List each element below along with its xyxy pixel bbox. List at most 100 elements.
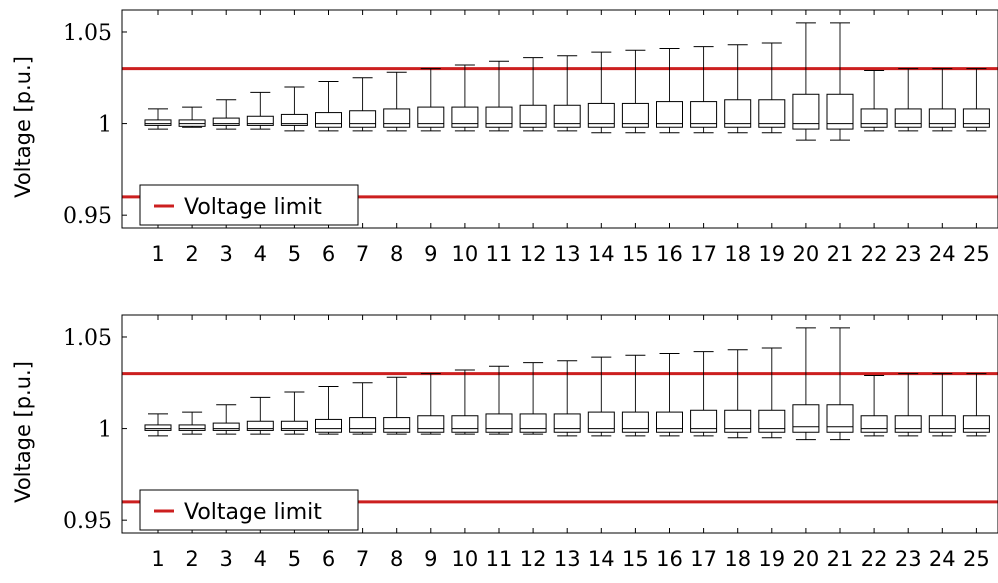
x-tick-label: 19 xyxy=(758,547,785,571)
box-14 xyxy=(587,51,615,134)
y-tick-label: 1 xyxy=(98,113,112,138)
x-tick-label: 18 xyxy=(724,547,751,571)
box-9 xyxy=(417,68,445,132)
box-2 xyxy=(178,106,206,128)
x-tick-label: 3 xyxy=(220,242,233,266)
top-boxplot-panel: 0.95 1 1.05 1 2 3 4 5 6 7 8 9 10 11 12 1… xyxy=(11,9,998,266)
y-tick-label: 1.05 xyxy=(63,21,112,46)
iqr-box xyxy=(519,413,547,433)
x-tick-label: 18 xyxy=(724,242,751,266)
box-17 xyxy=(690,351,718,437)
y-axis-label: Voltage [p.u.] xyxy=(11,56,35,198)
box-21 xyxy=(826,22,854,141)
box-20 xyxy=(792,327,820,441)
box-7 xyxy=(349,77,377,132)
axis-ticks xyxy=(122,10,977,228)
box-series xyxy=(144,327,990,441)
y-tick-label: 1 xyxy=(98,418,112,443)
iqr-box xyxy=(315,418,342,433)
box-12 xyxy=(519,57,547,132)
iqr-box xyxy=(417,106,445,128)
iqr-box xyxy=(315,112,342,128)
x-tick-label: 6 xyxy=(322,547,335,571)
box-11 xyxy=(485,365,513,435)
x-tick-label: 24 xyxy=(929,547,956,571)
box-1 xyxy=(144,413,172,437)
iqr-box xyxy=(656,101,683,128)
x-tick-label: 25 xyxy=(963,547,990,571)
x-tick-label: 12 xyxy=(520,242,547,266)
box-25 xyxy=(962,68,990,132)
x-tick-label: 6 xyxy=(322,242,335,266)
axes-frame xyxy=(121,314,998,534)
x-tick-label: 10 xyxy=(452,547,479,571)
iqr-box xyxy=(928,108,956,128)
x-tick-label: 24 xyxy=(929,242,956,266)
box-19 xyxy=(758,42,786,134)
iqr-box xyxy=(962,415,990,433)
y-tick-label: 1.05 xyxy=(63,326,112,351)
x-tick-label: 1 xyxy=(151,242,164,266)
iqr-box xyxy=(280,420,308,431)
box-series xyxy=(144,22,990,141)
iqr-box xyxy=(383,417,411,433)
iqr-box xyxy=(928,415,956,433)
iqr-box xyxy=(280,113,308,126)
iqr-box xyxy=(894,415,922,433)
y-tick-label: 0.95 xyxy=(63,204,112,229)
iqr-box xyxy=(144,424,172,431)
x-tick-label: 23 xyxy=(895,547,922,571)
box-14 xyxy=(587,356,615,437)
iqr-box xyxy=(451,106,479,128)
box-3 xyxy=(212,404,240,435)
iqr-box xyxy=(826,404,854,433)
x-tick-label: 9 xyxy=(424,547,437,571)
x-tick-label: 8 xyxy=(390,547,403,571)
legend-box xyxy=(139,184,359,226)
box-22 xyxy=(860,69,888,132)
box-7 xyxy=(349,382,377,435)
x-tick-label: 4 xyxy=(254,547,267,571)
iqr-box xyxy=(587,411,615,433)
x-tick-label: 25 xyxy=(963,242,990,266)
iqr-box xyxy=(246,115,274,126)
x-tick-label: 22 xyxy=(861,547,888,571)
legend-box xyxy=(139,489,359,531)
box-15 xyxy=(621,354,649,437)
box-6 xyxy=(315,80,342,132)
y-tick-label: 0.95 xyxy=(63,509,112,534)
iqr-box xyxy=(656,411,683,433)
iqr-box xyxy=(553,413,581,433)
box-5 xyxy=(280,391,308,435)
x-tick-label: 22 xyxy=(861,242,888,266)
x-tick-label: 17 xyxy=(690,242,717,266)
legend-label: Voltage limit xyxy=(184,500,322,525)
box-4 xyxy=(246,396,274,435)
x-tick-label: 15 xyxy=(622,242,649,266)
legend: Voltage limit xyxy=(139,184,359,226)
iqr-box xyxy=(178,424,206,431)
box-8 xyxy=(383,71,411,132)
x-tick-label: 2 xyxy=(185,547,198,571)
iqr-box xyxy=(212,422,240,431)
box-5 xyxy=(280,86,308,132)
box-22 xyxy=(860,374,888,437)
x-tick-label: 14 xyxy=(588,547,615,571)
voltage-limit-lines xyxy=(122,67,998,199)
iqr-box xyxy=(553,104,581,128)
iqr-box xyxy=(962,108,990,128)
iqr-box xyxy=(894,108,922,128)
box-21 xyxy=(826,327,854,441)
box-9 xyxy=(417,373,445,435)
box-24 xyxy=(928,68,956,132)
x-tick-label: 8 xyxy=(390,242,403,266)
box-25 xyxy=(962,373,990,437)
iqr-box xyxy=(451,415,479,433)
box-4 xyxy=(246,91,274,130)
bottom-boxplot-panel: 0.95 1 1.05 1 2 3 4 5 6 7 8 9 10 11 12 1… xyxy=(11,314,998,571)
x-tick-label: 3 xyxy=(220,547,233,571)
iqr-box xyxy=(860,415,888,433)
x-tick-label: 7 xyxy=(356,547,369,571)
box-8 xyxy=(383,376,411,435)
